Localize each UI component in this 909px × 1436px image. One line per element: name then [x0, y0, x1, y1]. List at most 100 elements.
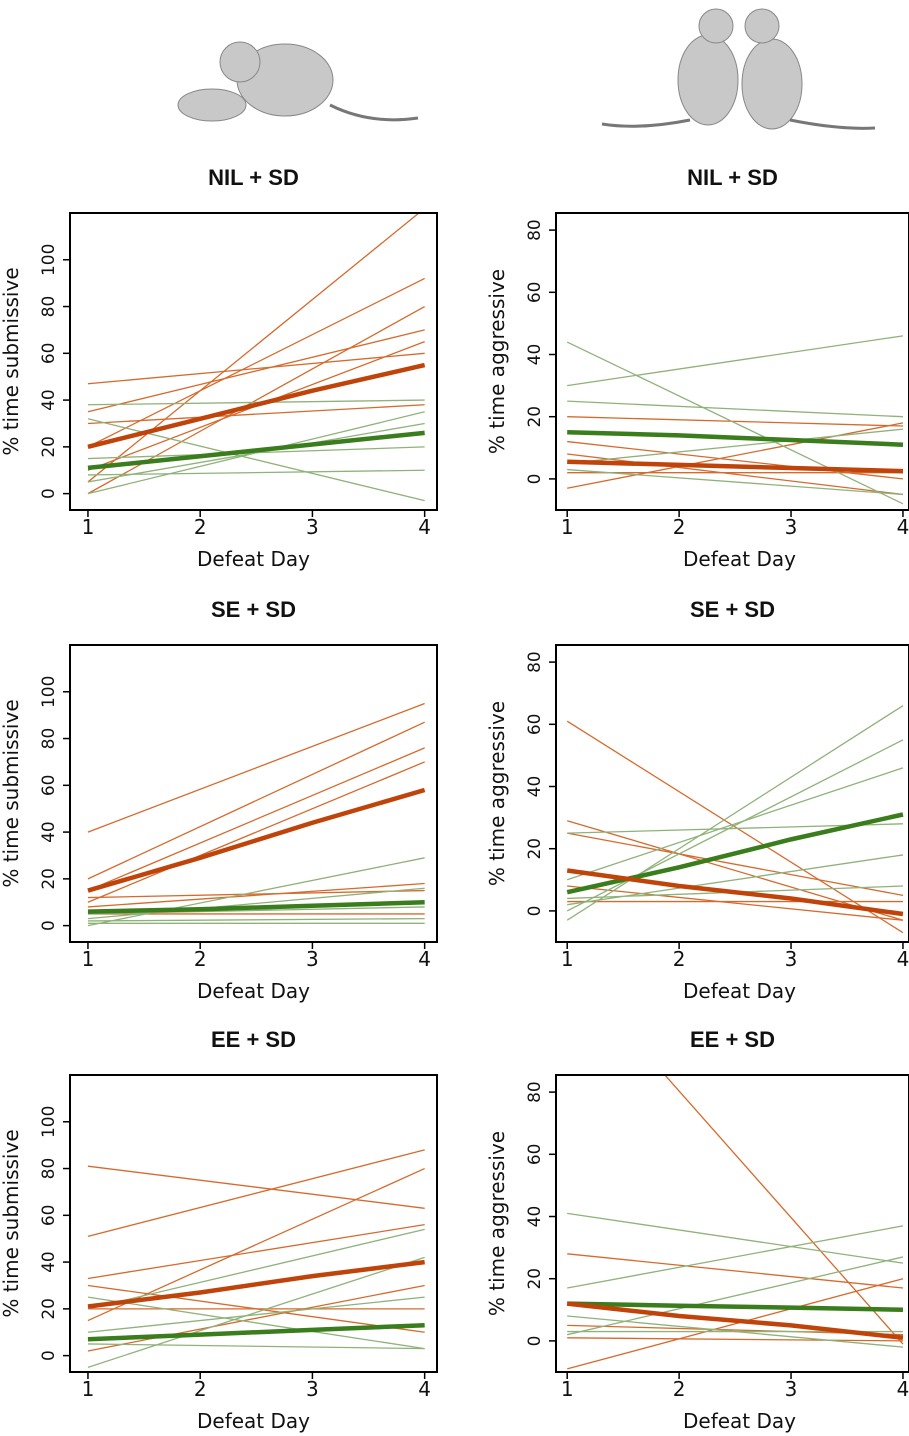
- trend-line: [567, 430, 904, 447]
- y-tick-label: 80: [525, 1081, 545, 1103]
- x-tick-label: 2: [194, 1377, 207, 1401]
- x-axis-label: Defeat Day: [197, 547, 310, 571]
- plot-frame: [555, 644, 909, 943]
- x-axis-label: Defeat Day: [683, 979, 796, 1003]
- trend-line: [87, 469, 425, 476]
- x-tick-label: 4: [897, 515, 909, 539]
- trend-line: [87, 329, 425, 413]
- x-tick-label: 2: [673, 515, 686, 539]
- trend-line: [567, 416, 903, 427]
- y-axis-label: % time submissive: [0, 699, 23, 887]
- trend-line: [87, 430, 425, 471]
- trend-line: [87, 721, 425, 880]
- trend-line: [87, 213, 420, 483]
- trend-line: [664, 1075, 904, 1345]
- y-axis-label: % time submissive: [0, 267, 23, 455]
- trend-line: [566, 705, 904, 921]
- y-tick-label: 40: [525, 1206, 545, 1228]
- panel-title: SE + SD: [211, 597, 296, 622]
- trend-line: [567, 1256, 904, 1336]
- panel-title: EE + SD: [211, 1027, 296, 1052]
- y-tick-label: 100: [39, 676, 59, 708]
- trend-line: [567, 468, 904, 496]
- panel-title: NIL + SD: [687, 165, 778, 190]
- y-axis-label: % time aggressive: [485, 701, 509, 886]
- trend-line: [87, 1296, 425, 1350]
- x-tick-label: 3: [785, 947, 798, 971]
- x-tick-label: 1: [82, 515, 95, 539]
- trend-line: [87, 277, 425, 448]
- plot-lines: [566, 335, 904, 505]
- x-axis-label: Defeat Day: [197, 1409, 310, 1433]
- y-tick-label: 40: [39, 389, 59, 411]
- x-tick-label: 1: [82, 1377, 95, 1401]
- y-tick-label: 60: [39, 1204, 59, 1226]
- y-tick-label: 20: [39, 1298, 59, 1320]
- y-tick-label: 0: [39, 1350, 59, 1361]
- x-tick-label: 3: [306, 1377, 319, 1401]
- trend-line: [567, 1225, 904, 1289]
- trend-line: [567, 459, 904, 474]
- plot-frame: [69, 1074, 438, 1373]
- x-axis-label: Defeat Day: [683, 547, 796, 571]
- plot-frame: [555, 212, 909, 511]
- trend-line: [567, 832, 904, 896]
- y-tick-label: 20: [39, 868, 59, 890]
- x-tick-label: 4: [897, 947, 909, 971]
- x-tick-label: 2: [673, 1377, 686, 1401]
- trend-line: [566, 341, 904, 505]
- y-tick-label: 0: [525, 473, 545, 484]
- trend-line: [87, 1296, 425, 1333]
- trend-line: [87, 1256, 425, 1368]
- y-tick-label: 0: [39, 920, 59, 931]
- y-tick-label: 40: [39, 1251, 59, 1273]
- x-tick-label: 3: [785, 1377, 798, 1401]
- trend-line: [567, 885, 904, 921]
- trend-line: [87, 1149, 425, 1237]
- trend-line: [566, 868, 904, 917]
- y-tick-label: 0: [39, 488, 59, 499]
- trend-line: [87, 404, 425, 425]
- x-tick-label: 4: [418, 1377, 431, 1401]
- y-tick-label: 60: [525, 713, 545, 735]
- y-tick-label: 0: [525, 905, 545, 916]
- y-tick-label: 40: [525, 776, 545, 798]
- trend-line: [87, 1228, 425, 1310]
- y-tick-label: 80: [39, 1158, 59, 1180]
- x-tick-label: 1: [82, 947, 95, 971]
- plot-frame: [69, 644, 438, 943]
- y-tick-label: 80: [525, 651, 545, 673]
- trend-line: [567, 1301, 903, 1313]
- y-tick-label: 60: [525, 281, 545, 303]
- x-tick-label: 3: [785, 515, 798, 539]
- trend-line: [87, 418, 425, 502]
- y-tick-label: 60: [39, 342, 59, 364]
- y-tick-label: 0: [525, 1335, 545, 1346]
- trend-line: [87, 1259, 425, 1309]
- y-tick-label: 20: [39, 436, 59, 458]
- x-tick-label: 4: [418, 515, 431, 539]
- y-tick-label: 80: [39, 296, 59, 318]
- x-tick-label: 2: [194, 947, 207, 971]
- trend-line: [567, 453, 904, 496]
- trend-line: [567, 440, 904, 480]
- y-tick-label: 60: [39, 774, 59, 796]
- trend-line: [566, 767, 904, 881]
- trend-line: [87, 702, 425, 833]
- trend-line: [87, 887, 425, 920]
- trend-line: [87, 352, 425, 385]
- x-tick-label: 1: [561, 1377, 574, 1401]
- trend-line: [87, 362, 426, 450]
- x-tick-label: 3: [306, 515, 319, 539]
- trend-line: [87, 1224, 425, 1280]
- plot-lines: [87, 213, 426, 502]
- x-tick-label: 1: [561, 515, 574, 539]
- x-tick-label: 1: [561, 947, 574, 971]
- y-tick-label: 40: [525, 344, 545, 366]
- trend-line: [87, 917, 425, 922]
- rat-illustration-right: [601, 8, 876, 130]
- trend-line: [87, 889, 425, 899]
- plot-lines: [87, 702, 426, 927]
- trend-line: [567, 422, 904, 489]
